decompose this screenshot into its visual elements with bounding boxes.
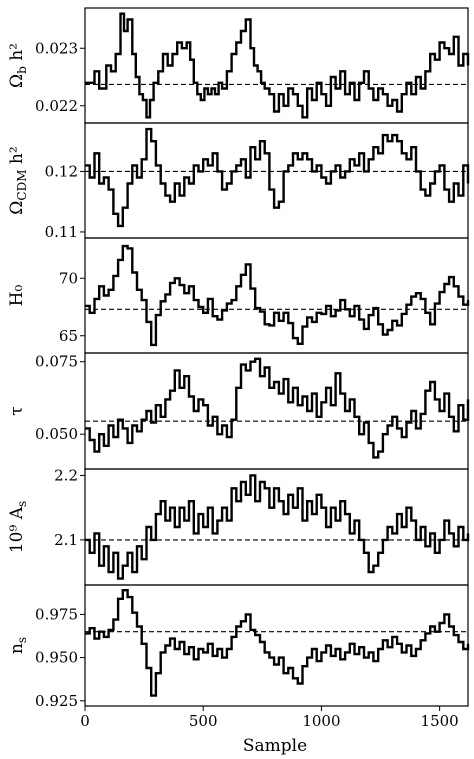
panel-6: 0.925 0.950 0.975 ns xyxy=(7,584,470,710)
y-tick-label: 0.925 xyxy=(35,692,78,710)
panel-frame xyxy=(84,7,469,124)
y-axis-label: H₀ xyxy=(7,284,27,306)
y-tick-label: 2.1 xyxy=(54,531,78,549)
y-tick-label: 0.023 xyxy=(35,39,78,57)
panels-group: 0.022 0.023 Ωb h² 0.11 0.12 ΩCDM h² 65 70 H₀ 0.05… xyxy=(7,7,470,710)
panel-3: 65 70 H₀ xyxy=(7,237,470,354)
panel-5: 2.1 2.2 10⁹ As xyxy=(7,466,470,586)
x-axis: 0 500 1000 1500 xyxy=(80,706,459,730)
x-tick-label: 0 xyxy=(80,712,90,730)
trace-line xyxy=(85,589,470,697)
y-tick-label: 0.075 xyxy=(35,353,78,371)
y-axis-label: ns xyxy=(7,637,29,654)
panel-2: 0.11 0.12 ΩCDM h² xyxy=(7,122,470,241)
panel-frame xyxy=(84,468,469,586)
y-tick-label: 0.022 xyxy=(35,97,78,115)
trace-line xyxy=(85,244,470,347)
y-axis-label: ΩCDM h² xyxy=(7,146,29,214)
panel-4: 0.050 0.075 τ xyxy=(7,352,470,470)
x-tick-label: 500 xyxy=(189,712,218,730)
x-axis-label: Sample xyxy=(243,736,307,756)
y-tick-label: 0.975 xyxy=(35,605,78,623)
trace-line xyxy=(85,357,470,459)
y-tick-label: 0.12 xyxy=(45,162,78,180)
y-axis-label: Ωb h² xyxy=(7,43,29,88)
y-axis-label: τ xyxy=(7,406,27,415)
panel-frame xyxy=(84,122,469,239)
x-tick-label: 1000 xyxy=(302,712,340,730)
y-tick-label: 0.050 xyxy=(35,425,78,443)
y-tick-label: 0.11 xyxy=(45,223,78,241)
y-tick-label: 65 xyxy=(59,327,78,345)
y-tick-label: 2.2 xyxy=(54,466,78,484)
y-tick-label: 0.950 xyxy=(35,649,78,667)
trace-line xyxy=(85,12,470,119)
y-axis-label: 10⁹ As xyxy=(7,501,29,553)
trace-line xyxy=(85,474,470,580)
x-tick-label: 1500 xyxy=(421,712,459,730)
panel-frame xyxy=(84,584,469,707)
y-tick-label: 70 xyxy=(59,269,78,287)
panel-1: 0.022 0.023 Ωb h² xyxy=(7,7,470,124)
trace-line xyxy=(85,127,470,228)
